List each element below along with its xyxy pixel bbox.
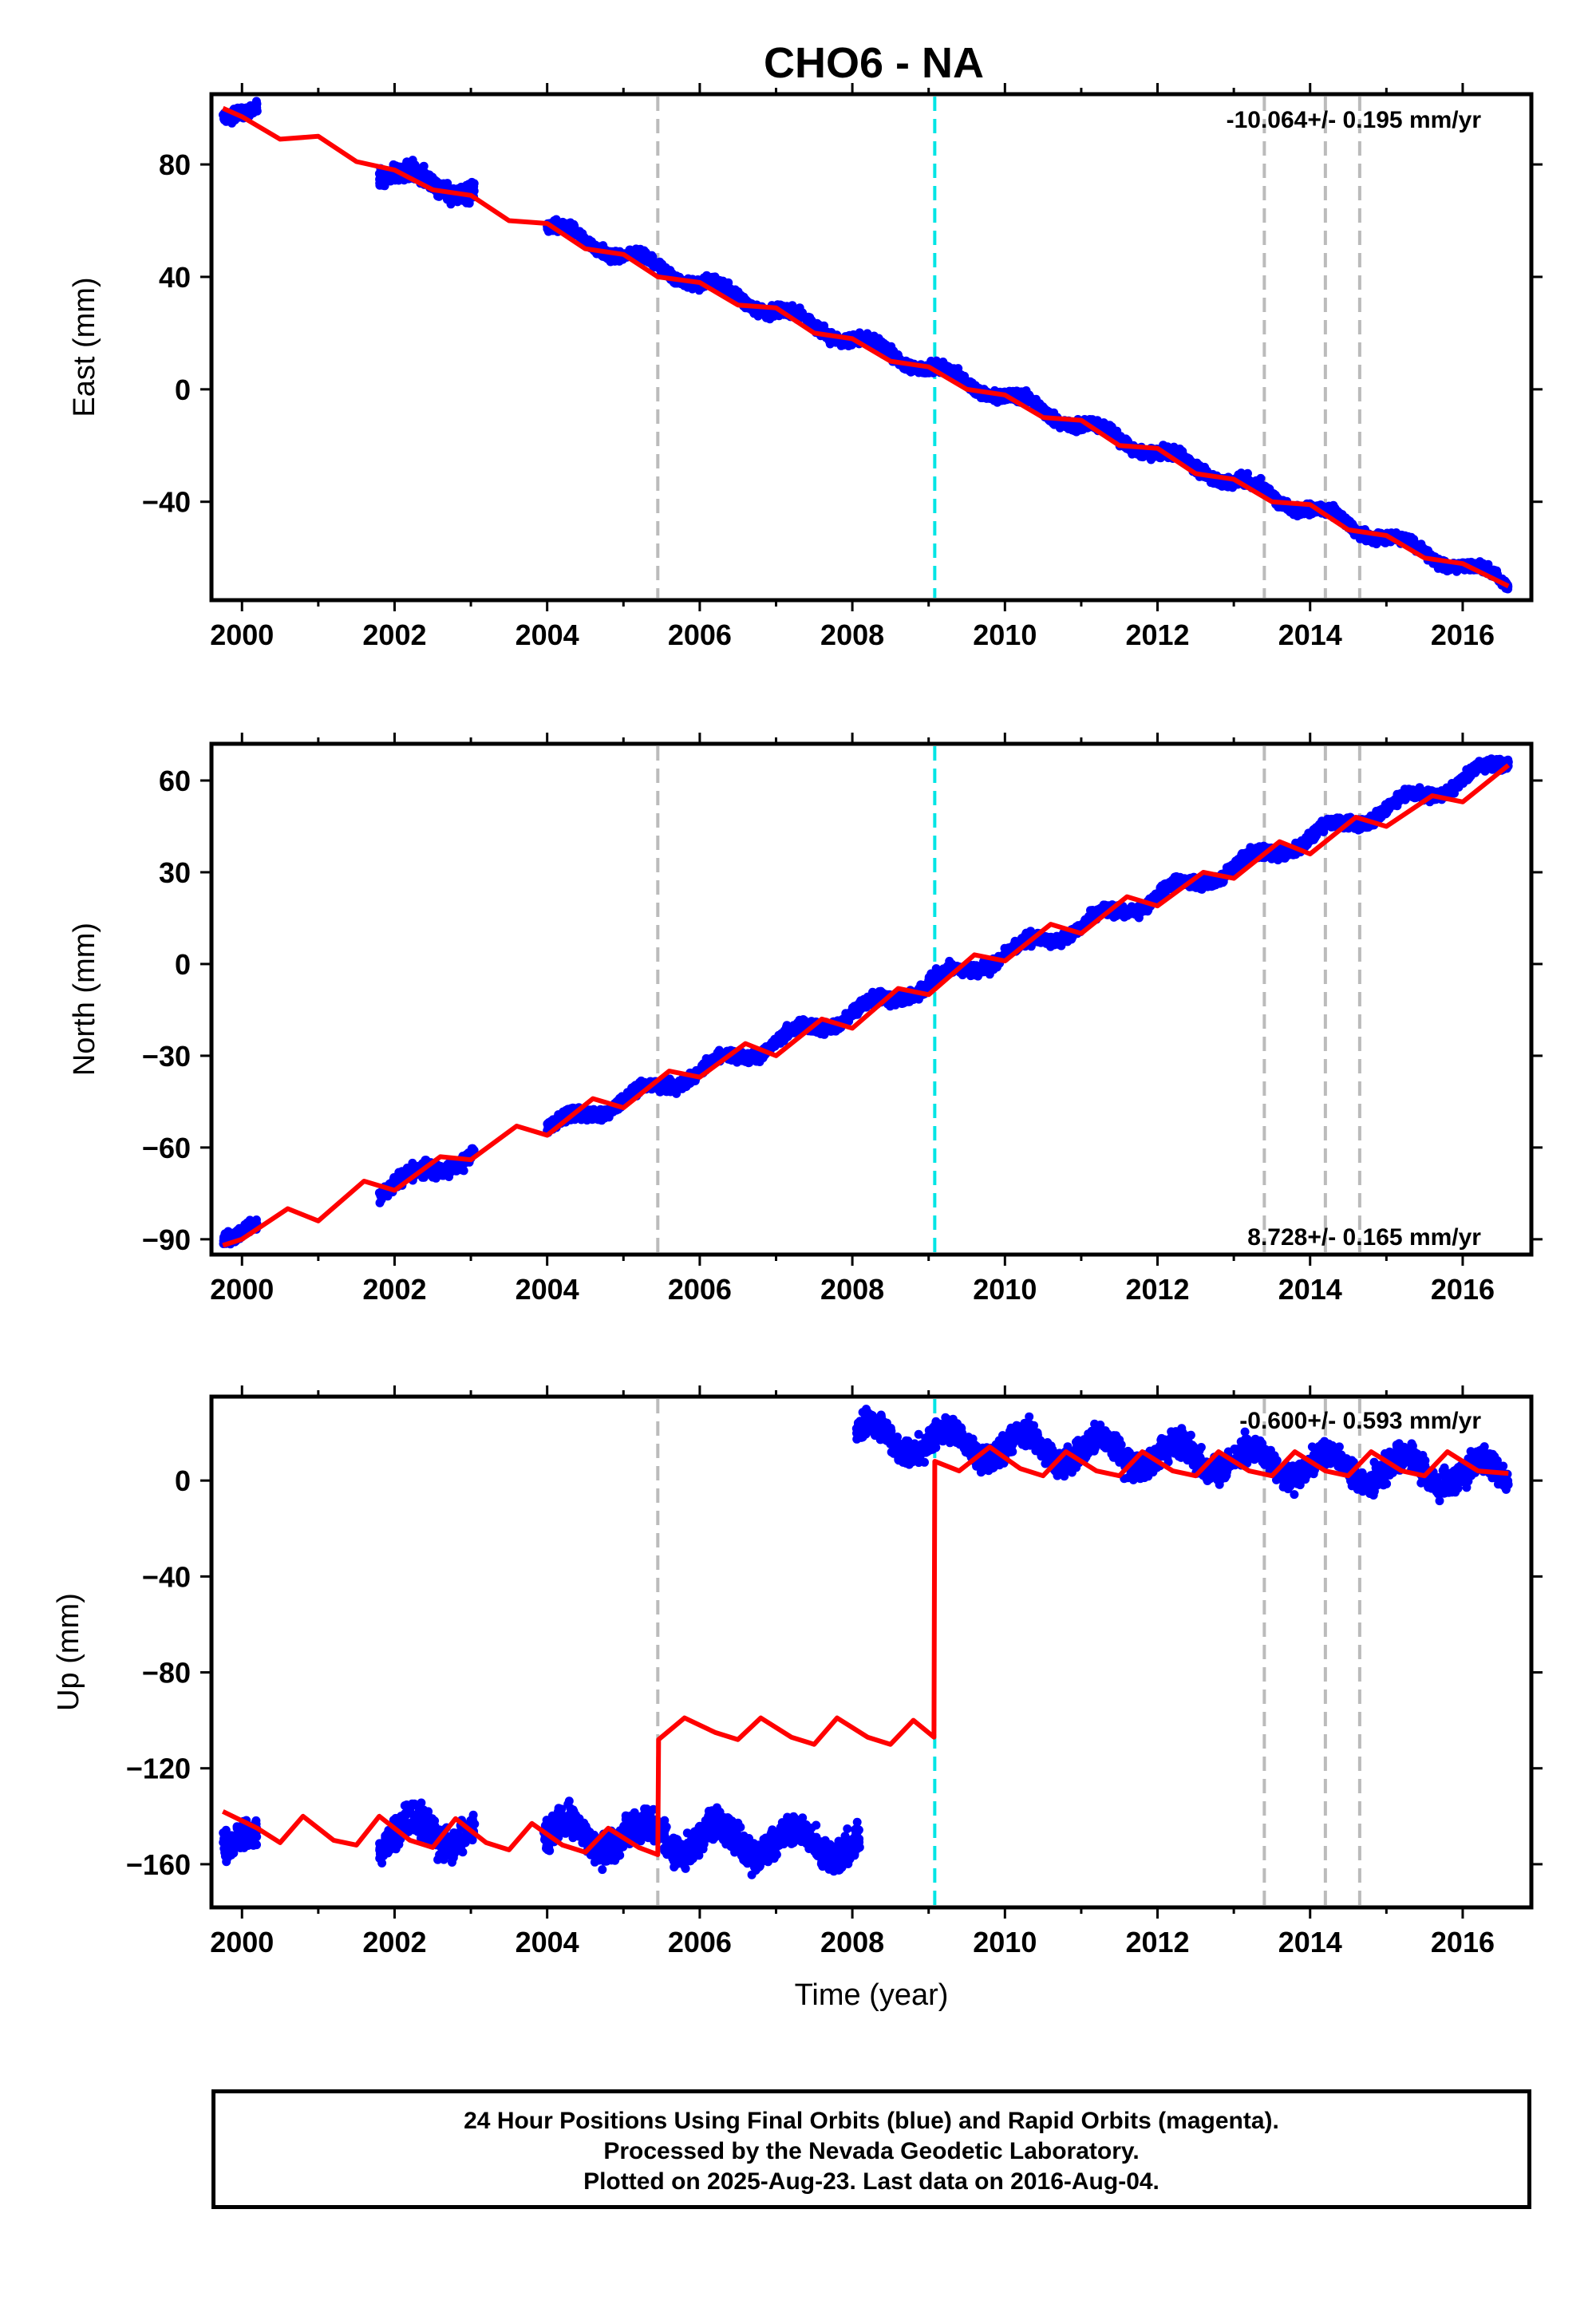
- data-point: [794, 309, 804, 318]
- x-tick-label: 2012: [1125, 619, 1189, 651]
- panel-east: −40 0 40 80 2000 2002 2004 2006 2008 2010 2012 2014…: [68, 83, 1543, 651]
- data-point: [1072, 427, 1081, 437]
- data-point: [1138, 452, 1148, 461]
- data-point: [452, 197, 462, 207]
- data-point: [1149, 450, 1159, 460]
- x-tick-label: 2010: [973, 619, 1037, 651]
- data-point: [252, 106, 262, 116]
- data-point: [392, 174, 401, 184]
- data-point: [938, 358, 948, 366]
- data-point: [587, 237, 596, 247]
- x-tick-label: 2014: [1278, 619, 1342, 651]
- data-point: [718, 276, 728, 286]
- data-point: [693, 283, 703, 293]
- data-point: [642, 256, 651, 266]
- data-point: [1302, 506, 1311, 516]
- data-point: [1240, 473, 1250, 483]
- data-point: [1252, 478, 1262, 488]
- data-point: [866, 334, 875, 344]
- data-point: [469, 179, 479, 188]
- data-point: [1107, 429, 1116, 438]
- data-point: [395, 1171, 405, 1180]
- data-point: [661, 263, 670, 272]
- data-point: [731, 292, 741, 302]
- data-point: [375, 180, 385, 190]
- y-tick-label: 0: [175, 373, 191, 406]
- x-tick-label: 2002: [362, 619, 426, 651]
- data-point: [375, 169, 385, 179]
- data-point: [1176, 451, 1186, 460]
- model-line: [222, 105, 1510, 589]
- data-point: [948, 367, 958, 377]
- x-tick-label: 2000: [210, 619, 274, 651]
- x-tick-label: 2006: [668, 619, 732, 651]
- data-point: [889, 346, 899, 356]
- data-point: [410, 168, 420, 177]
- x-tick-label: 2016: [1431, 619, 1495, 651]
- data-point: [419, 162, 429, 172]
- data-point: [1294, 508, 1303, 517]
- plot-frame: [209, 92, 1534, 603]
- data-point: [1116, 432, 1125, 441]
- data-point: [803, 315, 812, 325]
- data-point: [235, 1227, 244, 1237]
- y-axis-label: East (mm): [68, 277, 101, 417]
- data-point: [441, 182, 450, 192]
- data-point: [1322, 504, 1332, 514]
- rate-label: -10.064+/- 0.195 mm/yr: [1227, 107, 1482, 133]
- data-point: [1397, 530, 1406, 539]
- data-point: [456, 1165, 466, 1175]
- data-point: [443, 1160, 452, 1169]
- data-point: [1264, 484, 1274, 493]
- data-point: [243, 105, 252, 115]
- data-point: [377, 1192, 386, 1201]
- data-point: [1017, 389, 1027, 399]
- data-point: [382, 169, 392, 179]
- data-point: [420, 1172, 429, 1181]
- data-point: [638, 249, 648, 259]
- data-point: [770, 309, 779, 318]
- x-tick-label: 2004: [516, 619, 579, 651]
- data-point: [429, 1172, 438, 1181]
- observation-points: [219, 97, 1513, 594]
- data-point: [433, 1163, 442, 1172]
- data-point: [1443, 563, 1452, 572]
- y-tick-label: 80: [159, 148, 191, 181]
- y-tick-label: 40: [159, 261, 191, 294]
- data-point: [827, 337, 836, 346]
- x-tick-label: 2008: [820, 619, 884, 651]
- data-point: [1028, 396, 1037, 405]
- data-point: [574, 229, 583, 239]
- data-point: [1100, 420, 1109, 429]
- data-point: [704, 275, 713, 284]
- y-tick-label: −40: [142, 486, 191, 519]
- data-point: [558, 222, 567, 231]
- data-point: [878, 342, 887, 351]
- data-point: [606, 257, 615, 267]
- data-point: [423, 173, 433, 182]
- data-point: [432, 176, 441, 186]
